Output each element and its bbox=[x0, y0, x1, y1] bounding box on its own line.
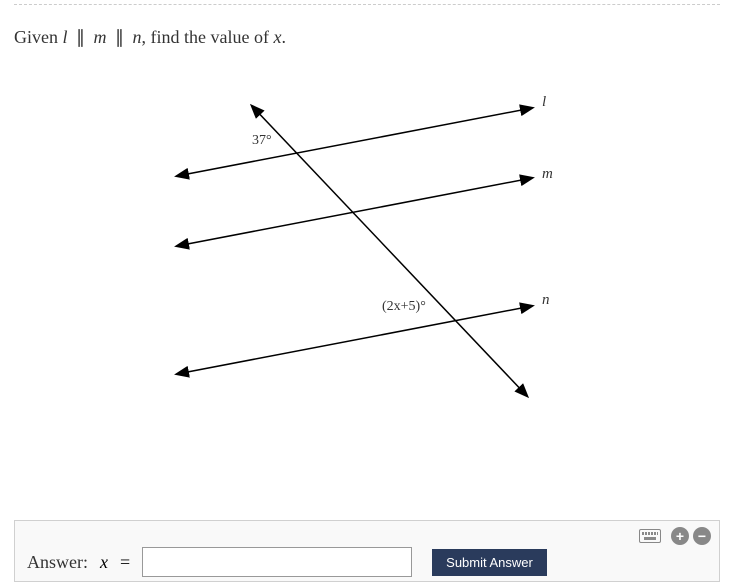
parallel-1: ∥ bbox=[72, 27, 89, 47]
question-suffix-pre: , find the value of bbox=[142, 27, 274, 47]
transversal-line bbox=[252, 106, 527, 396]
answer-panel: + − Answer: x = Submit Answer bbox=[14, 520, 720, 582]
line-n bbox=[177, 306, 532, 374]
label-n: n bbox=[542, 292, 550, 308]
diagram: l m n 37° (2x+5)° bbox=[157, 86, 577, 406]
submit-button[interactable]: Submit Answer bbox=[432, 549, 547, 576]
icon-row: + − bbox=[639, 527, 711, 545]
plus-icon[interactable]: + bbox=[671, 527, 689, 545]
question-suffix-post: . bbox=[281, 27, 286, 47]
keyboard-icon[interactable] bbox=[639, 529, 661, 543]
angle-37: 37° bbox=[252, 133, 272, 148]
answer-input[interactable] bbox=[142, 547, 412, 577]
angle-2x5: (2x+5)° bbox=[382, 299, 426, 314]
answer-var-x: x bbox=[100, 552, 108, 573]
answer-row: Answer: x = Submit Answer bbox=[27, 547, 707, 577]
var-l: l bbox=[63, 27, 68, 47]
var-m: m bbox=[94, 27, 107, 47]
label-m: m bbox=[542, 166, 553, 182]
label-l: l bbox=[542, 94, 546, 110]
divider bbox=[14, 4, 720, 5]
answer-label: Answer: bbox=[27, 552, 88, 573]
var-n: n bbox=[133, 27, 142, 47]
line-l bbox=[177, 108, 532, 176]
minus-icon[interactable]: − bbox=[693, 527, 711, 545]
parallel-2: ∥ bbox=[111, 27, 128, 47]
line-m bbox=[177, 178, 532, 246]
question-text: Given l ∥ m ∥ n, find the value of x. bbox=[0, 9, 734, 66]
equals-sign: = bbox=[120, 552, 130, 573]
question-prefix: Given bbox=[14, 27, 63, 47]
geometry-svg: l m n 37° (2x+5)° bbox=[157, 86, 577, 406]
